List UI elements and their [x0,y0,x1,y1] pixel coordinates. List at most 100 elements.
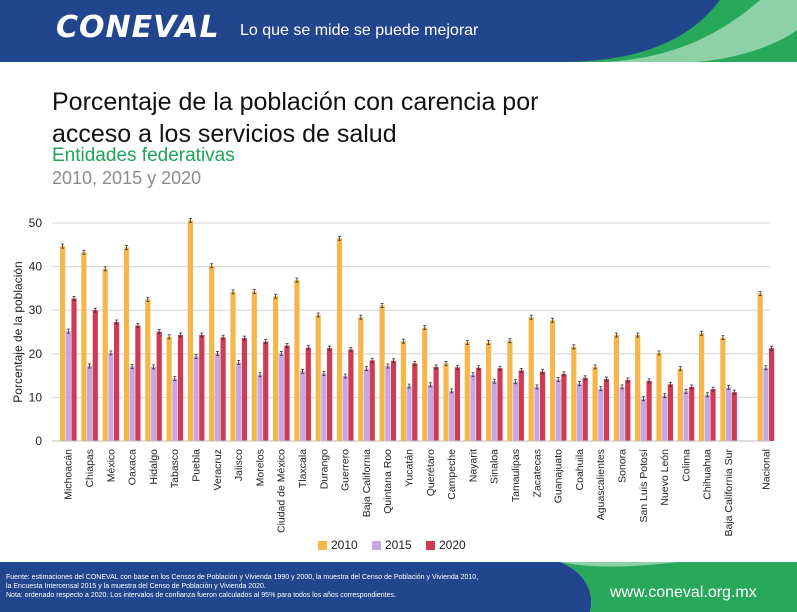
bar-2020 [412,363,418,441]
bar-2010 [102,268,108,441]
bar-2015 [150,366,157,441]
bar-2015 [491,381,497,441]
bar-2020 [156,331,162,441]
bar-2010 [187,220,193,441]
x-tick-label: Baja California [361,449,373,517]
bar-2020 [135,325,141,441]
header-background [0,0,797,70]
x-tick-label: Guanajuato [553,449,565,503]
bar-2020 [769,348,775,441]
x-tick-label: Ciudad de México [276,449,288,533]
bar-2020 [710,389,716,441]
bar-2015 [704,394,710,441]
bar-2015 [449,390,455,441]
x-tick-label: Chiapas [84,449,96,488]
x-tick-label: Aguascalientes [595,449,607,520]
x-tick-label: México [105,449,117,482]
bar-2015 [534,386,540,441]
x-tick-label: Puebla [190,449,202,482]
bar-2015 [129,366,135,441]
bar-2015 [385,366,391,441]
bar-2015 [193,356,199,441]
x-tick-label: Sinaloa [489,449,501,484]
bar-2015 [662,395,668,441]
x-tick-label: Sonora [616,449,628,483]
bar-2020 [540,371,546,441]
bar-2010 [507,340,513,441]
x-tick-label: Tamaulipas [510,449,522,502]
bar-2020 [114,321,120,441]
bar-2015 [513,381,519,441]
bar-2015 [172,378,178,441]
bar-2015 [65,331,71,441]
bar-2020 [284,345,290,441]
legend-label-2015: 2015 [385,538,412,552]
bar-2015 [108,352,114,441]
legend-label-2020: 2020 [439,538,466,552]
legend-swatch-2010 [318,541,327,550]
bar-2010 [273,296,279,441]
bar-2015 [257,374,263,441]
x-tick-label: Tabasco [169,449,181,488]
bar-2010 [699,333,705,441]
legend-label-2010: 2010 [331,538,358,552]
bar-2015 [300,371,306,441]
bar-2010 [613,335,619,441]
bar-2010 [294,280,300,441]
bar-2010 [549,320,556,441]
bar-2020 [646,380,652,441]
page-subtitle: Entidades federativas [52,145,235,166]
legend-swatch-2020 [426,541,435,550]
bar-2010 [422,327,428,441]
coneval-logo: CONEVAL [56,10,220,45]
bar-2010 [230,291,236,441]
x-tick-label: Campeche [446,449,458,500]
bar-2015 [427,384,433,441]
bar-2010 [60,246,66,441]
bar-2020 [220,337,226,441]
bar-chart: 0 10 20 30 40 50 Porcentaje de la población Mic… [11,216,775,552]
bar-2020 [731,392,737,441]
bar-2015 [598,388,604,441]
footer-background [0,562,797,612]
y-tick-label: 50 [29,216,43,230]
bar-2020 [454,367,460,441]
x-tick-label: Nuevo León [659,449,671,506]
bar-2010 [635,335,641,441]
x-tick-label: Veracruz [212,449,224,490]
bar-2015 [640,398,646,441]
x-tick-label: Colima [680,449,692,482]
y-tick-label: 40 [29,260,43,274]
x-tick-label: Hidalgo [148,449,160,485]
bar-2020 [241,338,247,441]
bar-2015 [342,376,348,441]
x-tick-label: Durango [318,449,330,489]
source-line: Fuente: estimaciones del CONEVAL con bas… [6,574,479,581]
bar-2020 [327,348,333,441]
bar-2020 [667,384,673,441]
x-tick-label: Morelos [254,449,266,486]
bar-2020 [689,386,695,441]
y-axis-label: Porcentaje de la población [11,261,25,402]
bar-2020 [390,360,397,441]
bar-2020 [433,366,439,441]
bar-2020 [369,360,375,441]
bar-2015 [726,387,732,441]
source-note: Fuente: estimaciones del CONEVAL con bas… [6,573,566,600]
bar-2010 [358,317,364,441]
x-tick-label: Yucatán [403,449,415,487]
x-tick-label: Nacional [760,449,772,490]
bar-2020 [561,373,567,441]
years-label: 2010, 2015 y 2020 [52,168,202,188]
bar-2020 [199,335,205,441]
x-tick-label: Chihuahua [702,449,714,500]
bar-2020 [71,298,77,441]
bar-2010 [720,337,726,441]
bar-2010 [379,305,385,441]
bar-2010 [464,342,470,441]
website-link[interactable]: www.coneval.org.mx [610,584,757,601]
x-tick-label: Baja California Sur [723,449,735,537]
bar-2010 [677,368,683,441]
source-line: la Encuesta Intercensal 2015 y la muestr… [6,583,266,590]
bar-2015 [619,386,625,441]
